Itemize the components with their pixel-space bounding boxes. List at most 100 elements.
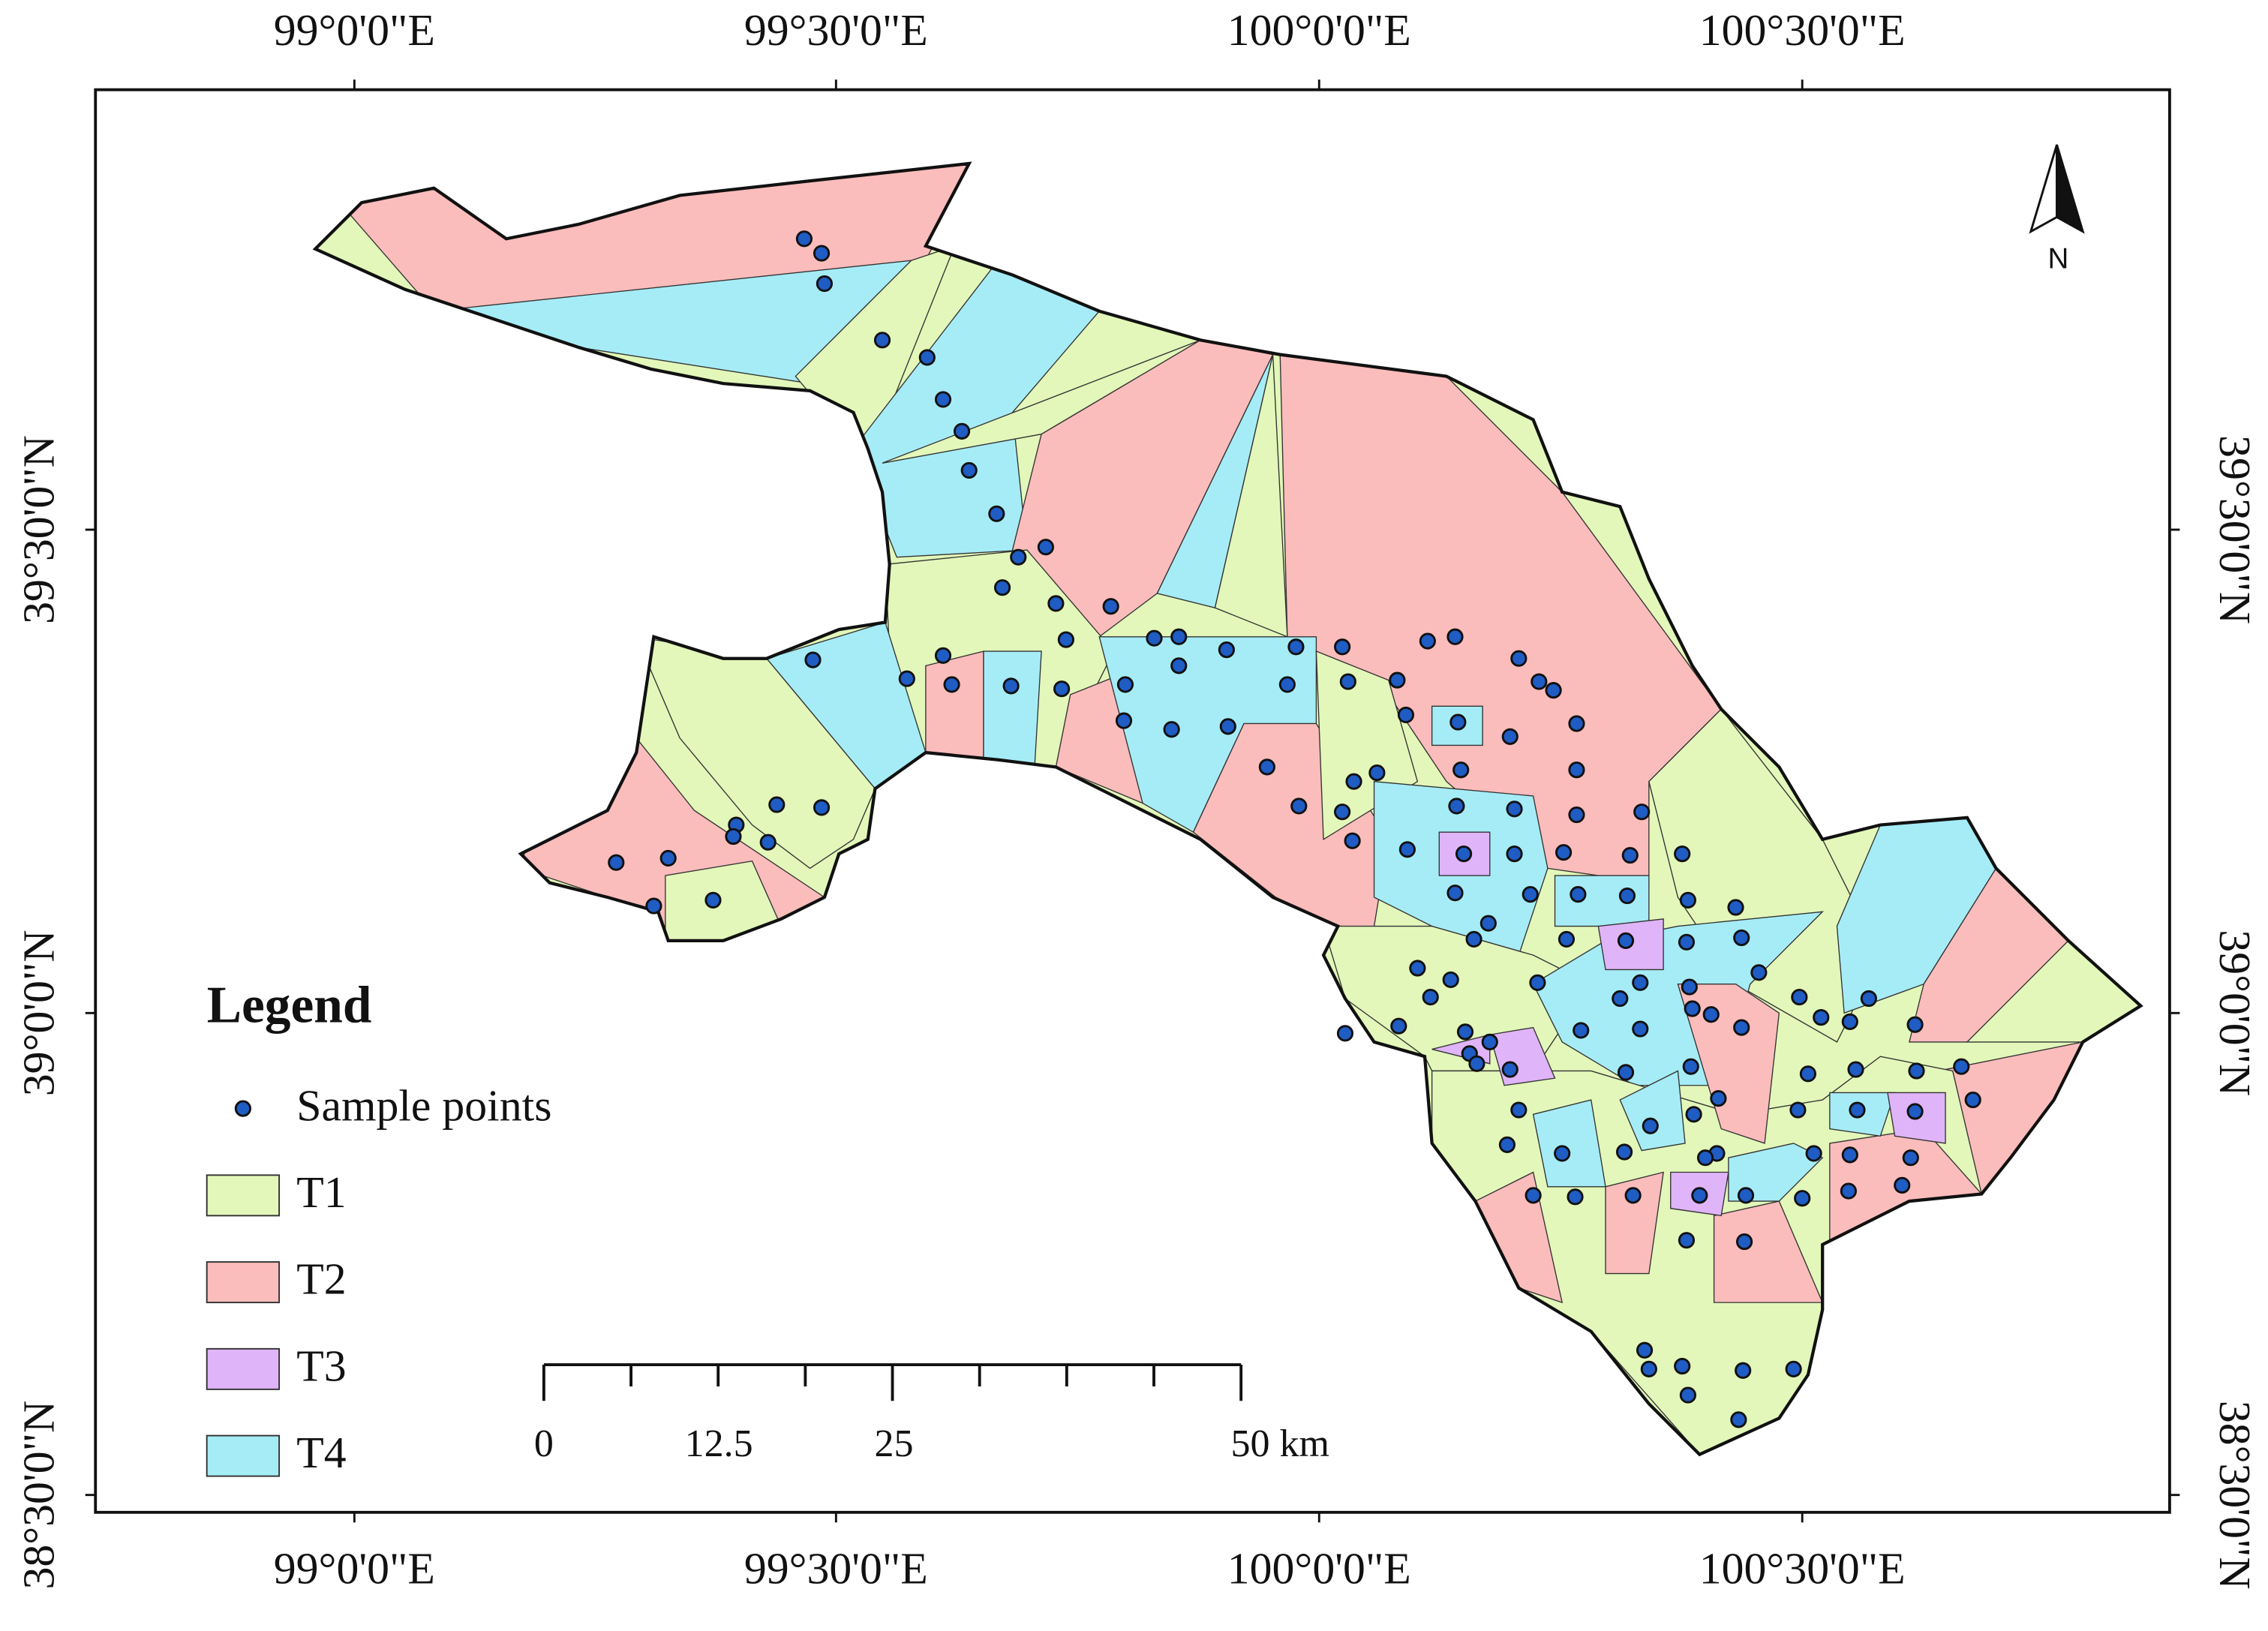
sample-point [1115, 712, 1133, 729]
sample-point [1568, 715, 1585, 732]
legend-label: T4 [296, 1428, 346, 1477]
sample-point [1618, 887, 1636, 905]
sample-point [725, 828, 742, 846]
sample-point [1409, 960, 1426, 977]
sample-point [1218, 641, 1235, 659]
sample-point [1908, 1062, 1925, 1080]
sample-point [1841, 1013, 1858, 1030]
sample-point [1057, 631, 1074, 648]
sample-point [1632, 974, 1649, 991]
sample-point [659, 849, 677, 867]
sample-point [1615, 1143, 1633, 1161]
sample-point [1448, 797, 1465, 815]
sample-point [1794, 1190, 1811, 1207]
sample-point [1847, 1061, 1864, 1078]
sample-point [1481, 1033, 1498, 1050]
sample-point [1290, 797, 1308, 815]
x-label-top: 100°0'0"E [1227, 5, 1411, 55]
sample-point [1170, 628, 1188, 645]
sample-points [608, 230, 1981, 1428]
sample-point [1621, 846, 1639, 864]
zone [1214, 354, 1288, 638]
sample-point [1632, 1020, 1649, 1038]
legend-swatch [206, 1261, 281, 1304]
sample-point [1419, 632, 1436, 650]
zone [1554, 875, 1650, 927]
sample-point [1116, 676, 1134, 693]
sample-point [943, 676, 960, 693]
sample-point [1791, 988, 1808, 1006]
x-label-bottom: 99°0'0"E [274, 1544, 435, 1593]
sample-point [1047, 595, 1065, 612]
study-area-outline [312, 161, 2143, 1457]
sample-point [1501, 1061, 1519, 1078]
sample-point [1840, 1182, 1857, 1200]
sample-point [1446, 628, 1464, 645]
sample-point [1531, 673, 1548, 690]
zone [1619, 1070, 1686, 1152]
sample-point [1617, 1064, 1635, 1081]
legend-label: T3 [296, 1341, 346, 1390]
sample-point [988, 505, 1005, 522]
sample-point [1545, 682, 1562, 699]
sample-point [1397, 706, 1415, 724]
sample-point [1339, 673, 1356, 690]
sample-point [1573, 1022, 1590, 1039]
sample-point [1674, 1357, 1691, 1375]
legend-label: Sample points [296, 1080, 551, 1130]
sample-point [1737, 1187, 1755, 1204]
sample-point [1510, 1101, 1528, 1119]
north-arrow: N [2029, 144, 2085, 275]
sample-point [1258, 758, 1275, 776]
sample-point [1813, 1009, 1830, 1026]
sample-point [1555, 844, 1573, 861]
x-label-top: 100°30'0"E [1699, 5, 1906, 55]
legend-label: T1 [296, 1167, 346, 1217]
sample-point [1799, 1065, 1817, 1083]
sample-point [1465, 930, 1482, 948]
sample-point [1681, 978, 1698, 996]
y-label-left: 38°30'0"N [14, 1401, 64, 1590]
sample-point [1389, 671, 1406, 689]
sample-point [1498, 1136, 1516, 1153]
sample-point [645, 897, 662, 915]
sample-point [918, 349, 936, 366]
sample-point [1674, 846, 1691, 863]
sample-point [1684, 1000, 1701, 1017]
sample-point [1456, 1023, 1474, 1041]
legend-label: T2 [296, 1254, 346, 1304]
y-label-left: 39°0'0"N [14, 930, 64, 1096]
sample-point [608, 854, 625, 871]
sample-point [1730, 1411, 1747, 1428]
sample-point [1696, 1149, 1714, 1167]
y-label-right: 39°30'0"N [2210, 435, 2260, 624]
x-label-bottom: 100°30'0"E [1699, 1544, 1906, 1593]
sample-point [1345, 773, 1362, 790]
x-label-top: 99°0'0"E [274, 5, 435, 55]
sample-point [1841, 1146, 1858, 1164]
sample-point [960, 461, 978, 479]
sample-point [1334, 803, 1351, 821]
sample-point [1624, 1187, 1642, 1204]
y-label-right: 39°0'0"N [2210, 930, 2260, 1096]
zone [925, 650, 984, 768]
sample-point [1785, 1360, 1802, 1377]
sample-point [1640, 1360, 1657, 1377]
sample-point [1906, 1016, 1924, 1033]
sample-point [1002, 677, 1020, 695]
sample-point [1727, 899, 1744, 916]
sample-point [1733, 929, 1750, 947]
map-frame [94, 88, 2171, 1514]
y-label-right: 38°30'0"N [2210, 1401, 2260, 1590]
sample-point [1691, 1187, 1708, 1204]
x-label-bottom: 100°0'0"E [1227, 1544, 1411, 1593]
sample-point [813, 799, 831, 816]
sample-point [1678, 1232, 1696, 1249]
sample-point [898, 670, 915, 687]
north-label: N [2048, 242, 2069, 275]
sample-point [1037, 539, 1054, 556]
sample-point [1736, 1233, 1753, 1251]
sample-point [1449, 713, 1467, 731]
sample-point [1702, 1006, 1720, 1023]
